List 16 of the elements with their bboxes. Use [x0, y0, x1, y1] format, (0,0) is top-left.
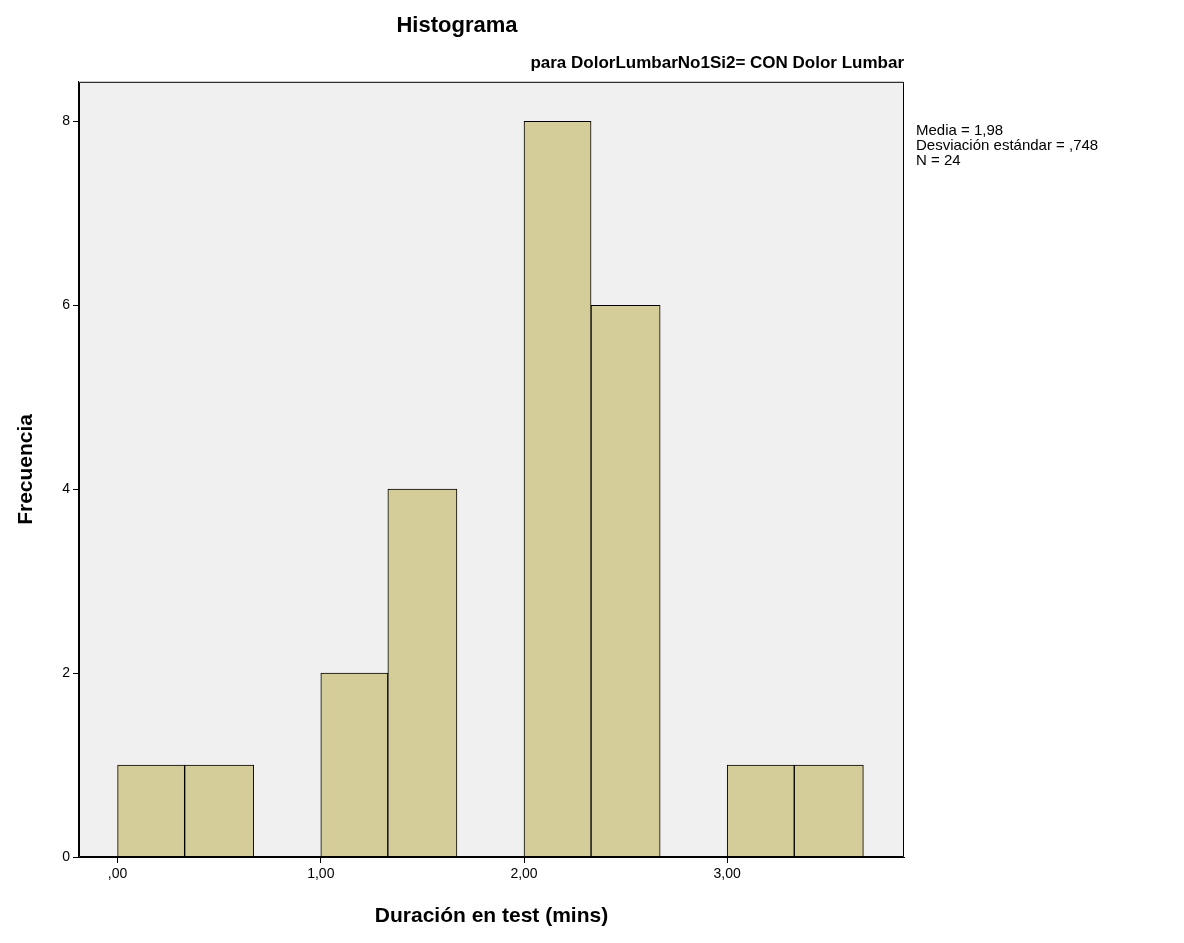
x-axis-title: Duración en test (mins): [374, 903, 609, 927]
text: Desviación estándar = ,748: [916, 136, 1099, 154]
y-tick-label: 0: [62, 847, 71, 864]
x-tick-label: 1,00: [307, 865, 335, 882]
y-tick-label: 4: [62, 480, 71, 497]
y-tick-label: 8: [62, 112, 71, 129]
x-tick-label: ,00: [107, 865, 128, 882]
y-tick-label: 6: [62, 296, 71, 313]
chart-subtitle: para DolorLumbarNo1Si2= CON Dolor Lumbar: [530, 53, 905, 73]
x-tick-label: 2,00: [510, 865, 538, 882]
y-tick-label: 2: [62, 663, 71, 680]
chart-title: Histograma: [396, 12, 519, 38]
y-axis-title: Frecuencia: [13, 413, 37, 525]
x-tick-label: 3,00: [713, 865, 742, 882]
text: Media = 1,98: [916, 121, 1004, 139]
text: N = 24: [916, 151, 961, 169]
